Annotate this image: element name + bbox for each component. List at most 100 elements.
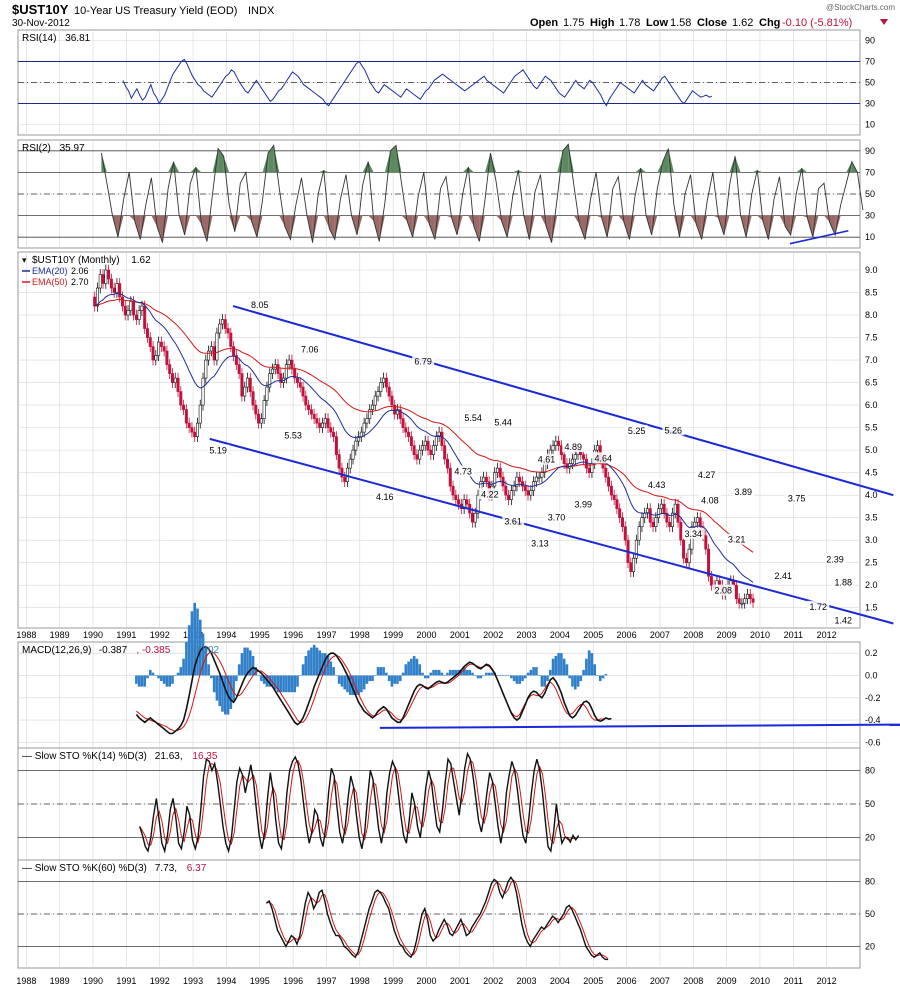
candle-body bbox=[515, 476, 519, 487]
rsi2-oversold-fill bbox=[529, 215, 535, 240]
macd-histogram-bar bbox=[304, 655, 308, 676]
rsi2-oversold-fill bbox=[379, 215, 385, 242]
x-tick-label: 1994 bbox=[216, 630, 236, 640]
annotation-bg bbox=[785, 492, 808, 504]
macd-histogram-bar bbox=[432, 669, 435, 676]
macd-histogram-bar bbox=[360, 675, 363, 693]
candle-body bbox=[351, 449, 355, 460]
rsi2-oversold-fill bbox=[412, 215, 419, 238]
rsi2-oversold-fill bbox=[824, 215, 830, 223]
macd-histogram-bar bbox=[357, 675, 360, 695]
candle-body bbox=[387, 386, 391, 397]
rsi2-oversold-fill bbox=[334, 215, 341, 240]
y-tick-label: 50 bbox=[865, 799, 875, 809]
macd-histogram-bar bbox=[562, 658, 566, 676]
rsi2-oversold-fill bbox=[812, 215, 819, 238]
candle-body bbox=[687, 548, 691, 564]
rsi2-overbought-fill bbox=[212, 148, 219, 173]
rsi2-overbought-fill bbox=[562, 144, 569, 173]
rsi2-oversold-fill bbox=[195, 215, 202, 225]
candle-body bbox=[209, 346, 213, 352]
candle-body bbox=[270, 368, 274, 374]
annotation-bg bbox=[452, 465, 475, 477]
macd-histogram-bar bbox=[279, 675, 283, 693]
rsi2-overbought-fill bbox=[268, 145, 274, 173]
candle-body bbox=[557, 440, 561, 446]
sto60-legend-1: 7.73, bbox=[155, 863, 177, 874]
candle-body bbox=[743, 598, 747, 604]
macd-histogram-bar bbox=[207, 664, 210, 676]
candle-body bbox=[357, 436, 361, 442]
macd-histogram-bar bbox=[323, 653, 327, 676]
macd-histogram-bar bbox=[221, 675, 224, 712]
x-tick-label: 2009 bbox=[717, 630, 737, 640]
macd-histogram-bar bbox=[223, 675, 227, 715]
candle-body bbox=[534, 476, 538, 482]
candle-body bbox=[526, 490, 530, 496]
rsi2-oversold-fill bbox=[162, 215, 169, 243]
candle-body bbox=[429, 449, 433, 455]
macd-histogram-bar bbox=[171, 675, 174, 684]
annotation-bg bbox=[502, 515, 525, 527]
x-tick-label: 1996 bbox=[283, 976, 303, 986]
candle-body bbox=[612, 494, 616, 500]
macd-histogram-bar bbox=[501, 675, 505, 676]
rsi2-overbought-fill bbox=[273, 145, 280, 173]
x-tick-label: 2000 bbox=[416, 630, 436, 640]
y-tick-label: 7.0 bbox=[865, 355, 878, 365]
macd-histogram-bar bbox=[515, 675, 519, 684]
candle-body bbox=[162, 346, 166, 352]
macd-histogram-bar bbox=[410, 658, 413, 676]
macd-histogram-bar bbox=[307, 650, 310, 676]
macd-histogram-bar bbox=[271, 675, 274, 687]
candle-body bbox=[332, 431, 336, 437]
candle-body bbox=[376, 391, 380, 397]
macd-histogram-bar bbox=[198, 619, 202, 676]
macd-histogram-bar bbox=[487, 672, 491, 676]
candle-body bbox=[373, 395, 377, 406]
macd-histogram-bar bbox=[368, 675, 372, 682]
macd-histogram-bar bbox=[473, 675, 477, 676]
macd-histogram-bar bbox=[504, 675, 508, 676]
price-annotation: 4.43 bbox=[648, 480, 666, 490]
rsi2-oversold-fill bbox=[623, 215, 630, 240]
candle-body bbox=[682, 539, 686, 559]
y-tick-label: 5.5 bbox=[865, 423, 878, 433]
macd-histogram-bar bbox=[571, 675, 574, 687]
annotation-bg bbox=[695, 469, 718, 481]
rsi2-oversold-fill bbox=[496, 215, 502, 221]
rsi2-oversold-fill bbox=[584, 215, 591, 240]
macd-histogram-bar bbox=[218, 675, 222, 707]
candle-body bbox=[620, 517, 624, 527]
macd-histogram-bar bbox=[490, 672, 494, 676]
candle-body bbox=[165, 350, 169, 365]
macd-histogram-bar bbox=[435, 669, 438, 676]
x-axis-labels-bottom: 1988 1989 1990 1991 1992 1993 1994 1995 1996 1997… bbox=[16, 976, 836, 986]
candle-body bbox=[523, 485, 527, 491]
y-tick-label: 50 bbox=[865, 909, 875, 919]
rsi2-oversold-fill bbox=[206, 215, 213, 242]
ema-legend-name: EMA(20) bbox=[32, 266, 68, 276]
rsi2-oversold-fill bbox=[129, 215, 135, 221]
y-tick-label: 80 bbox=[865, 765, 875, 775]
x-tick-label: 1991 bbox=[116, 630, 136, 640]
candle-body bbox=[159, 341, 163, 347]
candle-body bbox=[179, 391, 183, 406]
rsi2-oversold-fill bbox=[551, 215, 558, 243]
macd-histogram-bar bbox=[426, 675, 430, 679]
y-tick-label: 30 bbox=[865, 211, 875, 221]
candle-body bbox=[559, 445, 563, 455]
price-annotation: 5.53 bbox=[284, 430, 302, 440]
macd-histogram-bar bbox=[510, 675, 513, 679]
macd-histogram-bar bbox=[310, 647, 313, 676]
y-tick-label: 4.0 bbox=[865, 490, 878, 500]
candle-body bbox=[493, 472, 497, 487]
candle-body bbox=[184, 409, 188, 424]
y-tick-label: -0.6 bbox=[865, 737, 881, 747]
macd-histogram-bar bbox=[482, 675, 485, 676]
candle-body bbox=[537, 476, 541, 479]
candle-body bbox=[259, 418, 263, 424]
rsi2-oversold-fill bbox=[540, 215, 547, 227]
price-annotation: 3.21 bbox=[728, 535, 746, 545]
